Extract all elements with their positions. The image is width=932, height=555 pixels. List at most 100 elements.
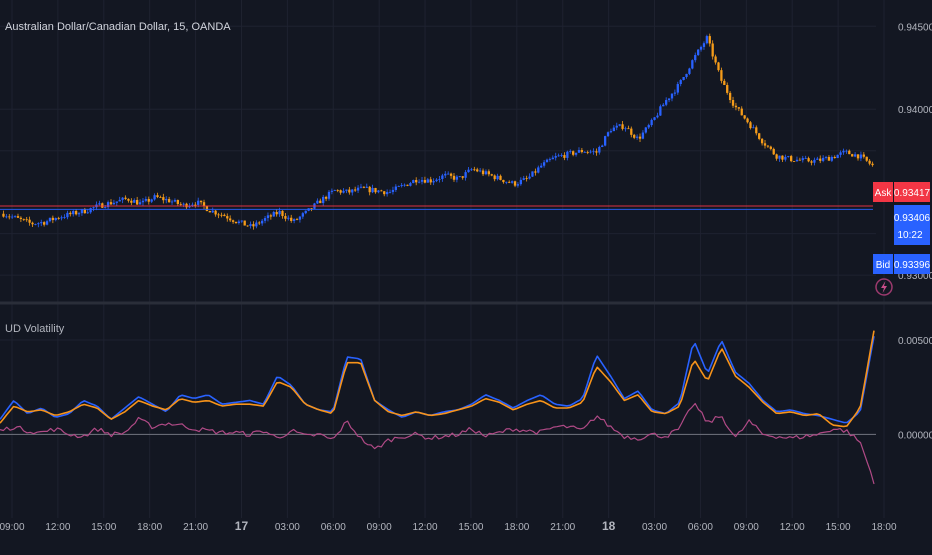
- candle-body[interactable]: [243, 220, 246, 226]
- candle-body[interactable]: [258, 222, 261, 224]
- candle-body[interactable]: [383, 191, 386, 195]
- candle-body[interactable]: [572, 151, 575, 155]
- candle-body[interactable]: [592, 151, 595, 153]
- candle-body[interactable]: [842, 150, 845, 153]
- candle-body[interactable]: [537, 167, 540, 173]
- candle-body[interactable]: [833, 157, 836, 159]
- candle-body[interactable]: [609, 131, 613, 133]
- candle-body[interactable]: [423, 180, 427, 183]
- candle-body[interactable]: [545, 159, 549, 163]
- candle-body[interactable]: [763, 143, 767, 146]
- candle-body[interactable]: [627, 128, 630, 130]
- candle-body[interactable]: [528, 176, 531, 179]
- time-axis-label[interactable]: 06:00: [688, 522, 713, 533]
- candle-body[interactable]: [234, 221, 238, 223]
- time-axis-label[interactable]: 03:00: [642, 522, 667, 533]
- indicator-axis-label[interactable]: 0.00500: [898, 336, 932, 347]
- candle-body[interactable]: [426, 179, 429, 183]
- candle-body[interactable]: [787, 156, 790, 157]
- candle-body[interactable]: [612, 127, 616, 132]
- candle-body[interactable]: [162, 197, 165, 201]
- candle-body[interactable]: [109, 202, 113, 205]
- candle-body[interactable]: [653, 117, 656, 120]
- candle-body[interactable]: [182, 203, 185, 205]
- candle-body[interactable]: [638, 136, 642, 139]
- candle-body[interactable]: [354, 189, 357, 191]
- candle-body[interactable]: [749, 122, 752, 129]
- candle-body[interactable]: [708, 36, 711, 44]
- candle-body[interactable]: [417, 181, 421, 183]
- time-axis-label[interactable]: 21:00: [550, 522, 575, 533]
- candle-body[interactable]: [487, 171, 491, 175]
- candle-body[interactable]: [554, 156, 557, 158]
- candle-body[interactable]: [606, 132, 610, 137]
- candle-body[interactable]: [633, 134, 636, 138]
- candle-body[interactable]: [144, 198, 148, 201]
- candle-body[interactable]: [659, 106, 662, 116]
- candle-body[interactable]: [371, 187, 374, 193]
- candle-body[interactable]: [496, 175, 499, 180]
- candle-body[interactable]: [522, 178, 525, 180]
- candle-body[interactable]: [589, 151, 592, 153]
- candle-body[interactable]: [394, 186, 398, 190]
- candle-body[interactable]: [662, 104, 665, 107]
- candle-body[interactable]: [342, 190, 345, 193]
- candle-body[interactable]: [25, 219, 28, 221]
- candle-body[interactable]: [429, 179, 432, 183]
- candle-body[interactable]: [557, 155, 560, 157]
- candle-body[interactable]: [48, 217, 52, 222]
- candle-body[interactable]: [406, 184, 409, 186]
- time-axis-label[interactable]: 06:00: [321, 522, 346, 533]
- candle-body[interactable]: [34, 224, 37, 225]
- candle-body[interactable]: [836, 154, 839, 159]
- candle-body[interactable]: [173, 200, 177, 202]
- candle-body[interactable]: [284, 216, 287, 219]
- candle-body[interactable]: [124, 197, 127, 199]
- candle-body[interactable]: [45, 221, 49, 225]
- candle-body[interactable]: [51, 217, 55, 221]
- candle-body[interactable]: [403, 184, 406, 186]
- candle-body[interactable]: [348, 189, 351, 193]
- candle-body[interactable]: [147, 198, 150, 202]
- candle-body[interactable]: [205, 206, 209, 212]
- candle-body[interactable]: [374, 187, 377, 193]
- candle-body[interactable]: [60, 217, 63, 219]
- candle-body[interactable]: [473, 169, 476, 171]
- candle-body[interactable]: [868, 160, 871, 164]
- candle-body[interactable]: [202, 202, 206, 207]
- candle-body[interactable]: [362, 186, 366, 188]
- candle-body[interactable]: [83, 209, 86, 214]
- candle-body[interactable]: [324, 196, 328, 199]
- candle-body[interactable]: [345, 189, 348, 191]
- candle-body[interactable]: [263, 218, 267, 221]
- candle-body[interactable]: [647, 125, 650, 128]
- candle-body[interactable]: [319, 200, 322, 204]
- candle-body[interactable]: [519, 179, 522, 185]
- candle-body[interactable]: [740, 108, 743, 116]
- candle-body[interactable]: [679, 80, 682, 85]
- candle-body[interactable]: [400, 185, 403, 187]
- candle-body[interactable]: [569, 151, 572, 152]
- candle-body[interactable]: [819, 158, 822, 161]
- candle-body[interactable]: [197, 200, 200, 205]
- candle-body[interactable]: [540, 165, 543, 168]
- candle-body[interactable]: [11, 216, 14, 218]
- candle-body[interactable]: [316, 200, 319, 204]
- candle-body[interactable]: [156, 195, 159, 198]
- time-axis-label[interactable]: 18:00: [504, 522, 529, 533]
- candle-body[interactable]: [214, 210, 217, 215]
- candle-body[interactable]: [560, 155, 563, 156]
- candle-body[interactable]: [170, 201, 174, 203]
- candle-body[interactable]: [409, 183, 412, 186]
- candle-body[interactable]: [112, 202, 116, 205]
- candle-body[interactable]: [871, 163, 874, 166]
- candle-body[interactable]: [755, 127, 758, 134]
- time-axis-label[interactable]: 12:00: [413, 522, 438, 533]
- candle-body[interactable]: [865, 156, 868, 161]
- candle-body[interactable]: [481, 170, 485, 175]
- candle-body[interactable]: [322, 196, 325, 204]
- candle-body[interactable]: [816, 158, 819, 160]
- time-axis-label[interactable]: 12:00: [45, 522, 70, 533]
- indicator-lines[interactable]: [0, 330, 876, 485]
